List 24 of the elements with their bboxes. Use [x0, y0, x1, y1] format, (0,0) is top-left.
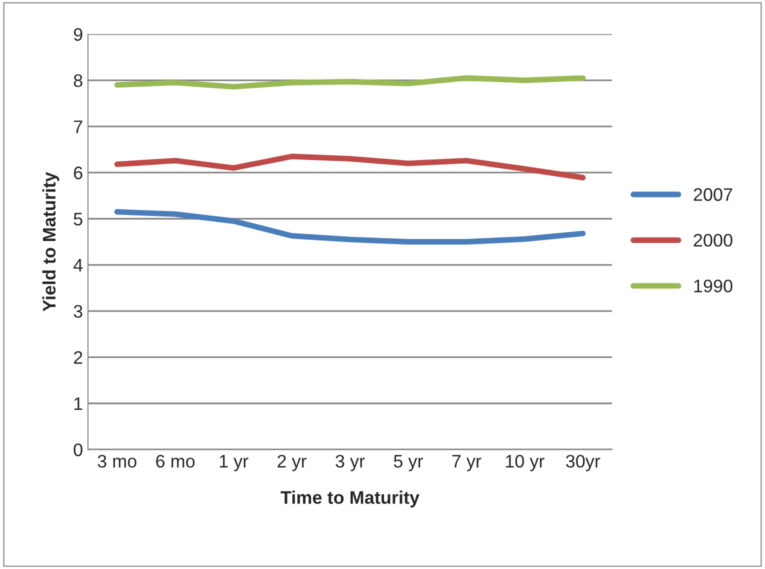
x-tick-label: 10 yr [506, 454, 544, 472]
y-tick-label: 6 [74, 166, 82, 180]
y-tick-label: 9 [74, 28, 82, 41]
x-tick-label: 7 yr [452, 455, 482, 472]
y-tick-label: 2 [74, 351, 82, 364]
legend-label: 2007 [694, 188, 732, 201]
legend-label: 1990 [694, 280, 732, 292]
legend-label: 2000 [694, 234, 732, 247]
x-tick-label: 1 yr [220, 455, 248, 472]
x-tick-label: 30yr [566, 454, 600, 472]
x-axis-title: Time to Maturity [280, 490, 420, 508]
x-tick-label: 3 yr [336, 454, 365, 472]
x-tick-label: 2 yr [278, 454, 307, 472]
x-tick-label: 6 mo [156, 454, 195, 468]
y-tick-label: 3 [74, 304, 82, 318]
y-tick-label: 7 [74, 120, 82, 133]
y-axis-title: Yield to Maturity [42, 172, 60, 312]
x-tick-label: 5 yr [394, 455, 423, 472]
y-tick-label: 0 [74, 443, 82, 456]
y-tick-label: 4 [73, 259, 83, 272]
y-tick-label: 1 [74, 397, 82, 410]
x-tick-label: 3 mo [98, 454, 136, 468]
y-tick-label: 5 [74, 212, 82, 226]
y-tick-label: 8 [74, 74, 82, 88]
